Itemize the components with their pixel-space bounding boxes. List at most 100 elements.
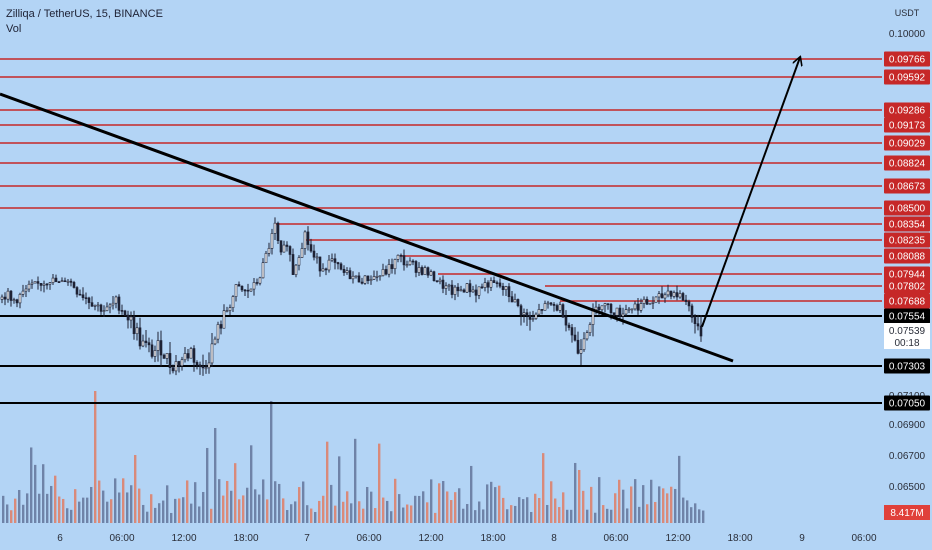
candle-body (423, 267, 427, 275)
candle-body (138, 327, 142, 347)
candle-body (510, 296, 514, 303)
volume-bar (538, 497, 541, 523)
resistance-price-label: 0.07688 (889, 297, 926, 308)
candle-body (126, 314, 130, 321)
volume-bar (670, 486, 673, 523)
volume-bar (94, 391, 97, 523)
candle-body (333, 258, 337, 263)
volume-bar (582, 490, 585, 523)
candle-body (159, 340, 163, 356)
candle-body (60, 280, 64, 283)
volume-bar (682, 497, 685, 523)
chart-title: Zilliqa / TetherUS, 15, BINANCE (6, 8, 163, 20)
candle-body (90, 302, 94, 307)
volume-bar (198, 506, 201, 523)
candle-body (534, 313, 538, 319)
volume-bar (470, 465, 473, 523)
resistance-tag (884, 69, 930, 85)
candle-body (390, 264, 394, 270)
volume-bar (258, 494, 261, 523)
candle-body (555, 305, 559, 311)
candle-body (384, 269, 388, 275)
volume-bar (146, 511, 149, 523)
candle-body (591, 309, 595, 325)
candle-body (378, 275, 382, 278)
candle-body (654, 296, 658, 303)
volume-bar (438, 483, 441, 523)
candle-body (693, 317, 697, 324)
volume-value-tag (884, 505, 930, 520)
volume-bar (50, 485, 53, 523)
volume-indicator-label: Vol (6, 23, 22, 35)
descending-trendline[interactable] (0, 92, 734, 363)
candle-body (15, 299, 19, 304)
volume-value-label: 8.417M (890, 508, 923, 519)
candle-body (528, 315, 532, 320)
volume-bar (514, 505, 517, 523)
candle-body (351, 275, 355, 280)
candle-body (606, 303, 610, 305)
candle-body (153, 350, 157, 357)
volume-bar (418, 495, 421, 523)
volume-bar (498, 485, 501, 523)
candle-body (474, 289, 478, 296)
volume-bar (122, 478, 125, 523)
time-axis[interactable]: 6 06:00 12:00 18:00 7 06:00 12:00 18:00 8 06:00 12… (0, 526, 882, 550)
volume-bar (446, 491, 449, 523)
candle-body (465, 283, 469, 293)
candle-body (552, 304, 556, 306)
candle-body (24, 288, 28, 292)
candle-body (207, 362, 211, 369)
candle-body (531, 318, 535, 320)
volume-bar (242, 495, 245, 523)
candle-body (111, 302, 115, 306)
volume-bar (206, 447, 209, 523)
volume-bar (542, 453, 545, 523)
volume-bar (422, 491, 425, 523)
candle-body (648, 302, 652, 305)
volume-bar (110, 499, 113, 523)
candle-body (249, 288, 253, 292)
candle-body (639, 303, 643, 311)
candle-body (360, 281, 364, 284)
volume-bar (526, 497, 529, 523)
resistance-price-label: 0.09173 (889, 121, 926, 132)
volume-bar (358, 501, 361, 523)
volume-bar (18, 489, 21, 523)
volume-bar (674, 488, 677, 523)
volume-bar (238, 499, 241, 523)
resistance-tag (884, 278, 930, 294)
time-tick-label: 06:00 (851, 533, 876, 544)
volume-bar (650, 479, 653, 523)
candle-body (489, 280, 493, 288)
candle-body (417, 267, 421, 273)
candle-body (657, 293, 661, 298)
candle-body (168, 353, 172, 369)
volume-bar (578, 469, 581, 523)
candle-body (468, 283, 472, 293)
volume-bar (270, 401, 273, 523)
time-tick-label: 06:00 (109, 533, 134, 544)
volume-bar (174, 498, 177, 523)
volume-bar (458, 488, 461, 523)
volume-bar (2, 495, 5, 523)
volume-bar (102, 490, 105, 523)
candle-body (141, 340, 145, 347)
resistance-price-label: 0.07944 (889, 270, 926, 281)
candle-body (300, 248, 304, 258)
support-tag (884, 395, 930, 411)
candle-body (603, 303, 607, 307)
time-tick-label: 12:00 (418, 533, 443, 544)
candle-body (174, 361, 178, 372)
volume-bar (550, 481, 553, 523)
volume-bar (182, 497, 185, 523)
volume-bar (374, 508, 377, 523)
candle-body (357, 275, 361, 283)
volume-bar (678, 455, 681, 523)
price-axis[interactable]: USDT0.100000.071000.069000.067000.065000… (882, 0, 932, 550)
candle-body (354, 275, 358, 278)
projection-arrow[interactable] (701, 57, 800, 328)
candle-body (177, 361, 181, 367)
volume-bar (606, 508, 609, 523)
